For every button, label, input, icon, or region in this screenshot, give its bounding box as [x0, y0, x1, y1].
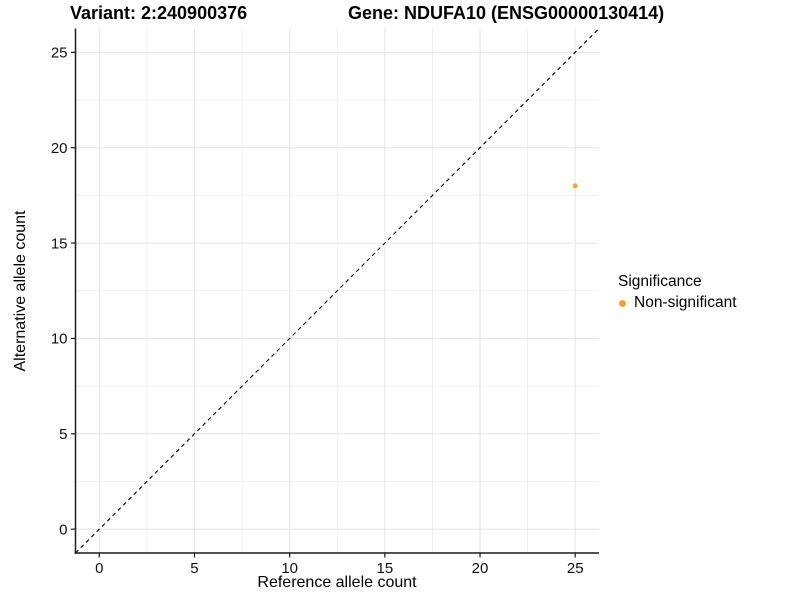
legend: Significance Non-significant [616, 272, 737, 312]
y-axis-title: Alternative allele count [12, 210, 29, 372]
x-tick-label: 20 [472, 560, 489, 577]
x-tick-label: 25 [567, 560, 584, 577]
legend-title: Significance [618, 273, 702, 290]
y-tick-label: 15 [51, 235, 68, 252]
legend-item-label: Non-significant [634, 294, 737, 311]
x-tick-label: 10 [281, 560, 298, 577]
x-tick-label: 15 [376, 560, 393, 577]
legend-point-icon [619, 299, 626, 307]
legend-item: Non-significant [616, 294, 737, 312]
y-tick-label: 5 [59, 426, 67, 443]
y-tick-label: 0 [59, 521, 67, 538]
identity-line [75, 28, 600, 554]
data-point [572, 183, 578, 189]
x-tick-label: 0 [95, 560, 103, 577]
y-tick-label: 20 [51, 140, 68, 157]
plot-title-gene: Gene: NDUFA10 (ENSG00000130414) [348, 3, 665, 23]
y-tick-label: 10 [51, 331, 68, 348]
x-tick-label: 5 [190, 560, 198, 577]
x-axis-title: Reference allele count [257, 574, 417, 591]
plot-title-variant: Variant: 2:240900376 [70, 3, 248, 23]
y-tick-label: 25 [51, 45, 68, 62]
